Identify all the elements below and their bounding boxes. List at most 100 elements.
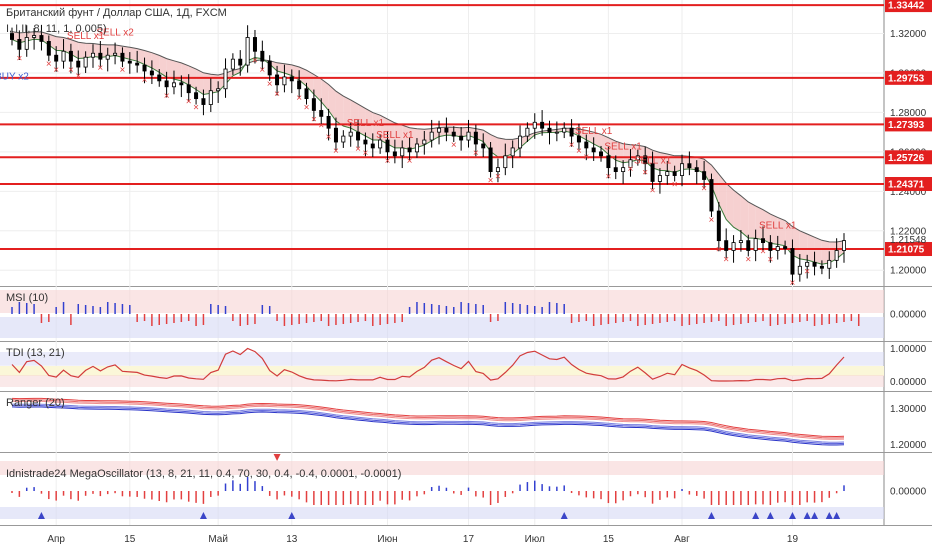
ma-cloud-segment (313, 74, 322, 102)
ma-cloud-segment (380, 115, 388, 144)
ma-cloud-segment (402, 125, 410, 150)
x-tick-label: Июл (525, 534, 545, 545)
ranger-band-line (11, 404, 845, 445)
ma-cloud-segment (181, 62, 189, 85)
candle-body (17, 39, 22, 50)
candle-body (724, 240, 729, 251)
sell-cross-mark: × (650, 185, 656, 196)
sell-signal-label: SELL x1 (759, 221, 797, 232)
sell-cross-mark: × (672, 180, 678, 191)
ma-cloud-segment (608, 137, 616, 161)
y-tick-label: 1.28000 (890, 108, 927, 119)
sell-cross-mark: × (628, 164, 634, 175)
candle-body (319, 110, 324, 117)
mega-buy-triangle (788, 512, 796, 519)
candle-body (768, 242, 773, 251)
candle-body (223, 68, 228, 90)
ma-cloud-segment (56, 36, 64, 51)
ma-cloud-segment (799, 230, 808, 261)
x-tick-label: Май (208, 534, 228, 545)
candle-body (326, 115, 331, 129)
candle-body (540, 121, 545, 129)
candle-body (230, 58, 235, 70)
candle-body (370, 143, 375, 149)
candle-body (127, 60, 132, 64)
candle-body (208, 90, 213, 105)
candle-body (9, 33, 14, 40)
tdi-title: TDI (13, 21) (6, 347, 65, 359)
sell-signal-label: SELL x1 (347, 118, 385, 129)
sell-cross-mark: × (723, 254, 729, 265)
candle-body (819, 265, 824, 269)
candle-body (650, 163, 655, 182)
ma-cloud-segment (166, 58, 174, 80)
candle-body (628, 159, 633, 169)
x-tick-label: 19 (787, 534, 799, 545)
price-level-tag (885, 0, 932, 13)
ma-cloud-segment (151, 52, 160, 73)
sell-signal-label: SELL x1 (604, 142, 642, 153)
candle-body (466, 131, 471, 141)
mega-buy-triangle (825, 512, 833, 519)
candle-body (680, 163, 685, 176)
candle-body (842, 240, 847, 251)
msi-lower-band (0, 317, 884, 338)
price-level-tag (885, 177, 932, 192)
tdi-mid-band (0, 366, 884, 376)
candle-body (613, 167, 618, 172)
candle-body (547, 127, 552, 133)
ma-cloud-segment (335, 91, 344, 127)
candle-body (790, 248, 795, 275)
ma-cloud-segment (733, 190, 741, 232)
mega-buy-triangle (833, 512, 841, 519)
candle-body (363, 139, 368, 145)
sell-cross-mark: × (362, 148, 368, 159)
sell-cross-mark: × (164, 91, 170, 102)
sell-cross-mark: × (495, 172, 501, 183)
candle-body (702, 171, 707, 180)
price-level-label: 1.33442 (888, 1, 925, 12)
price-level-label: 1.27393 (888, 120, 925, 131)
sell-cross-mark: × (318, 120, 324, 131)
msi-upper-band (0, 290, 884, 313)
candle-body (46, 41, 51, 56)
candle-body (68, 50, 73, 62)
candle-body (348, 131, 353, 137)
price-level-label: 1.29753 (888, 73, 925, 84)
sell-cross-mark: × (46, 59, 52, 70)
candle-body (488, 147, 493, 172)
ma-cloud-segment (763, 209, 771, 244)
sell-cross-mark: × (716, 245, 722, 256)
candle-body (525, 127, 530, 137)
ma-cloud-segment (667, 154, 675, 173)
msi-tick-label: 0.00000 (890, 310, 927, 321)
ma-cloud-segment (306, 70, 314, 95)
candle-body (157, 74, 162, 82)
sell-cross-mark: × (304, 103, 310, 114)
candle-body (186, 84, 191, 94)
ma-cloud-segment (372, 112, 381, 141)
candle-body (216, 88, 221, 92)
sell-cross-mark: × (274, 89, 280, 100)
candle-body (694, 167, 699, 172)
sell-cross-mark: × (583, 152, 589, 163)
sell-signal-label: SELL x1 (575, 126, 613, 137)
price-level-tag (885, 70, 932, 85)
tdi-tick-label: 0.00000 (890, 377, 927, 388)
mega-lower-band (0, 507, 884, 519)
ma-cloud-segment (358, 104, 366, 137)
sell-cross-mark: × (701, 183, 707, 194)
candle-body (562, 127, 567, 133)
candle-body (400, 147, 405, 157)
sell-cross-mark: × (311, 114, 317, 125)
sell-cross-mark: × (790, 278, 796, 289)
sell-cross-mark: × (326, 132, 332, 143)
candle-body (164, 80, 169, 88)
sell-cross-mark: × (745, 254, 751, 265)
mega-buy-triangle (803, 512, 811, 519)
candle-body (437, 127, 442, 133)
candle-body (827, 259, 832, 269)
candle-body (584, 141, 589, 149)
buy-signal-label: BUY x2 (0, 71, 29, 82)
